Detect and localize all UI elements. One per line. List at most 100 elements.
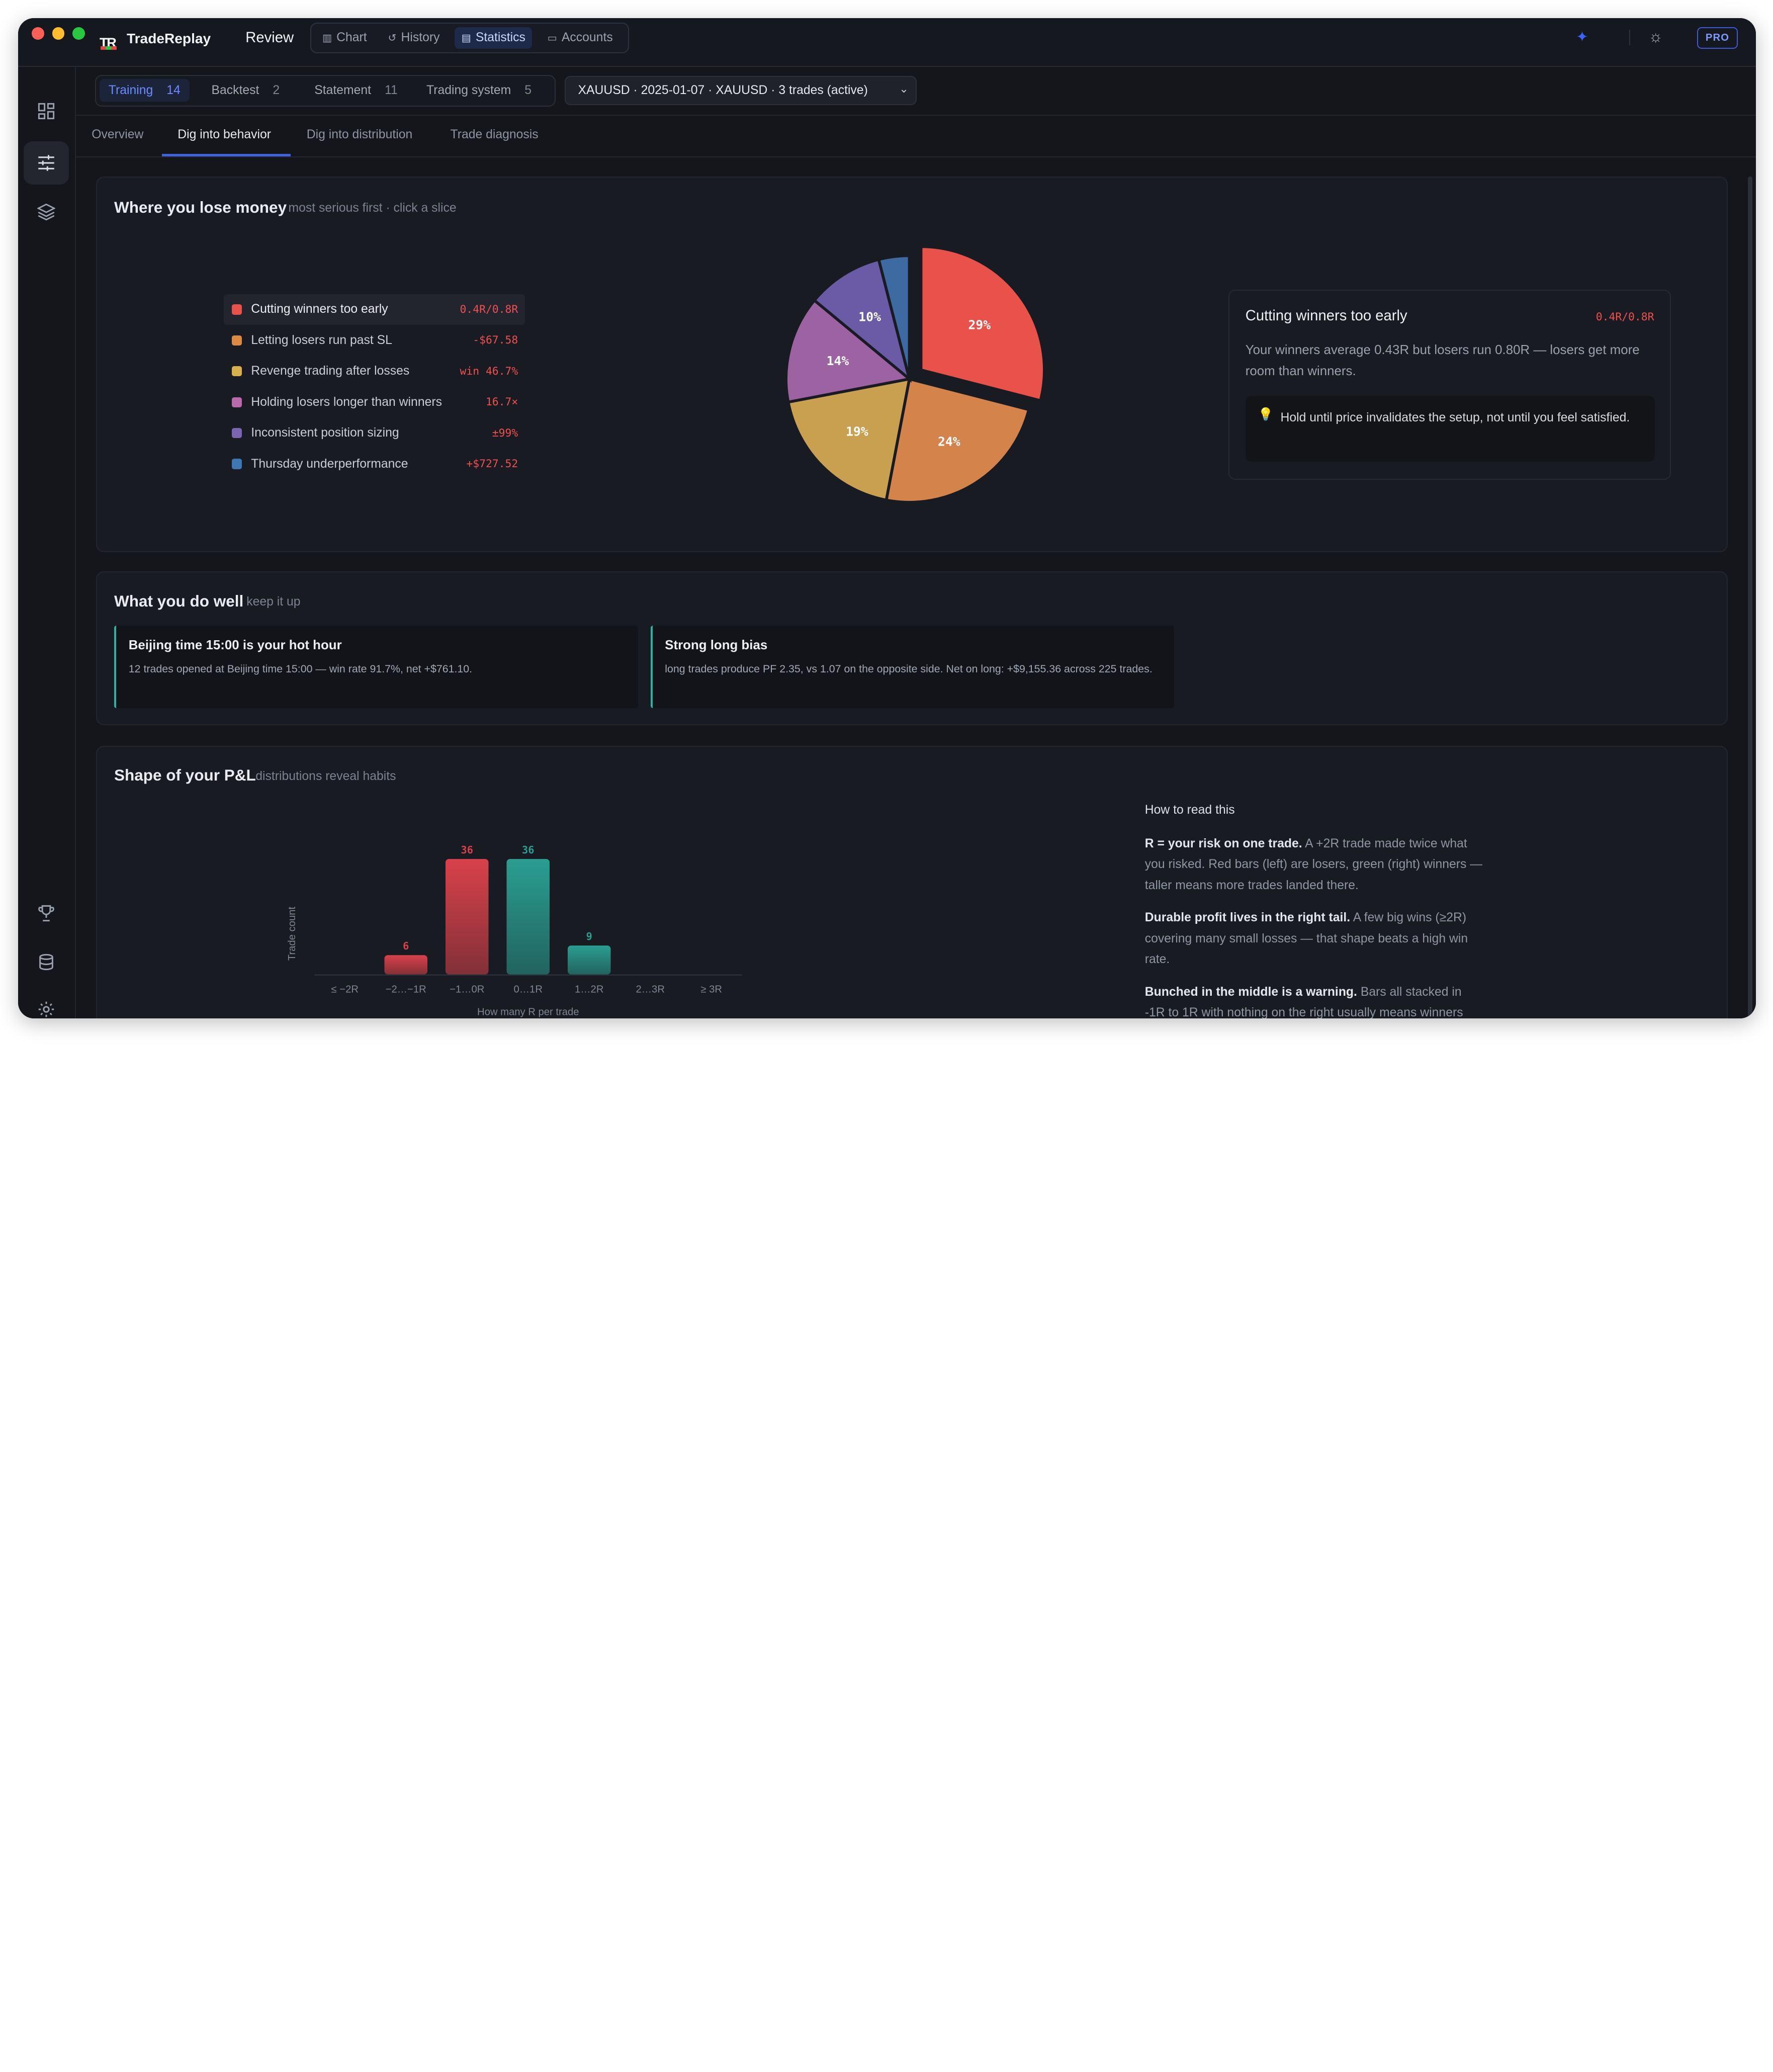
pie-slice[interactable] — [877, 254, 911, 380]
legend-swatch — [232, 428, 242, 439]
strength-card-text: long trades produce PF 2.35, vs 1.07 on … — [665, 662, 1153, 675]
analysis-tabs: Overview Dig into behavior Dig into dist… — [75, 116, 1756, 157]
ai-sparkle-icon[interactable]: ✦ — [1576, 29, 1588, 46]
legend-swatch — [232, 304, 242, 315]
logo-candles — [101, 46, 117, 50]
legend-swatch — [232, 335, 242, 346]
nav-accounts[interactable]: ▭ Accounts — [541, 27, 619, 49]
segment-count: 2 — [273, 83, 280, 97]
legend-swatch — [232, 366, 242, 377]
tab-dig-into-distribution[interactable]: Dig into distribution — [306, 128, 413, 142]
layers-icon[interactable] — [24, 190, 69, 233]
detail-title: Cutting winners too early — [1245, 307, 1407, 324]
paragraph-lead: R = your risk on one trade. — [1144, 836, 1302, 850]
minimize-window-button[interactable] — [52, 27, 65, 40]
segment-statement[interactable]: Statement 11 — [305, 79, 407, 102]
legend-item-thursday[interactable]: Thursday underperformance +$727.52 — [224, 449, 525, 479]
accounts-icon: ▭ — [547, 32, 557, 44]
segment-count: 11 — [385, 83, 398, 97]
lose-money-panel: Where you lose money most serious first … — [96, 177, 1728, 552]
history-icon: ↺ — [388, 32, 397, 44]
pie-slice[interactable] — [920, 245, 1046, 402]
loss-pie-chart[interactable]: 29% 24% 19% 14% 10% — [785, 236, 1061, 512]
r-distribution-chart: ≤ −2R 6 −2…−1R 36 −1…0R 36 0…1R 9 1…2R 2…3R ≥ 3R Ho… — [287, 843, 742, 1017]
panel-title: What you do well — [114, 591, 244, 610]
panel-subtitle: keep it up — [246, 595, 301, 609]
section-title: Review — [245, 29, 294, 46]
sliders-icon[interactable] — [24, 141, 69, 185]
nav-chart[interactable]: ▥ Chart — [316, 27, 374, 49]
panel-subtitle: distributions reveal habits — [255, 769, 396, 783]
active-tab-underline — [161, 154, 291, 156]
legend-label: Revenge trading after losses — [251, 364, 410, 378]
segment-trading-system[interactable]: Trading system 5 — [417, 79, 541, 102]
segment-count: 14 — [166, 83, 181, 97]
legend-label: Letting losers run past SL — [251, 333, 392, 347]
histogram-bar[interactable] — [446, 858, 489, 975]
nav-history[interactable]: ↺ History — [381, 27, 447, 49]
session-select-value: XAUUSD · 2025-01-07 · XAUUSD · 3 trades … — [578, 83, 868, 97]
segment-training[interactable]: Training 14 — [99, 79, 190, 102]
segment-backtest[interactable]: Backtest 2 — [203, 79, 289, 102]
pnl-shape-panel: Shape of your P&L distributions reveal h… — [96, 745, 1728, 1018]
bar-value-label: 6 — [403, 940, 409, 952]
paragraph-body: Bars all stacked in -1R to 1R with nothi… — [1144, 985, 1463, 1019]
x-tick-label: ≤ −2R — [331, 984, 359, 995]
histogram-bar[interactable] — [568, 945, 611, 974]
source-bar: Training 14 Backtest 2 Statement 11 Trad… — [75, 67, 1756, 116]
strength-card-title: Strong long bias — [665, 638, 768, 652]
nav-history-label: History — [401, 31, 440, 45]
trophy-icon[interactable] — [24, 892, 69, 935]
database-icon[interactable] — [24, 940, 69, 984]
legend-item-position-sizing[interactable]: Inconsistent position sizing ±99% — [224, 417, 525, 448]
scrollbar[interactable] — [1748, 177, 1753, 1018]
chart-icon: ▥ — [322, 32, 332, 44]
tab-trade-diagnosis[interactable]: Trade diagnosis — [450, 128, 539, 142]
panel-title: Where you lose money — [114, 198, 287, 216]
detail-description: Your winners average 0.43R but losers ru… — [1245, 342, 1640, 379]
sidebar — [18, 66, 76, 1018]
app-logo: TR — [100, 31, 118, 50]
theme-toggle-icon[interactable]: ☼ — [1648, 27, 1663, 45]
pie-slice[interactable] — [785, 298, 913, 404]
dashboard-icon[interactable] — [24, 90, 69, 133]
legend-value: ±99% — [492, 426, 518, 440]
selected-slice-detail: Cutting winners too early 0.4R/0.8R Your… — [1228, 289, 1671, 480]
legend-item-revenge-trading[interactable]: Revenge trading after losses win 46.7% — [224, 356, 525, 387]
legend-item-cutting-winners[interactable]: Cutting winners too early 0.4R/0.8R — [224, 294, 525, 325]
pro-badge[interactable]: PRO — [1697, 27, 1738, 49]
x-tick-label: 2…3R — [636, 984, 665, 995]
close-window-button[interactable] — [32, 27, 44, 40]
pie-slice-label: 14% — [827, 354, 849, 368]
legend-value: win 46.7% — [460, 365, 518, 378]
pie-slice[interactable] — [786, 377, 912, 502]
y-axis-label: Trade count — [287, 906, 298, 961]
legend-item-holding-losers[interactable]: Holding losers longer than winners 16.7× — [224, 387, 525, 417]
how-to-read: How to read this R = your risk on one tr… — [1145, 803, 1484, 1018]
chevron-down-icon: ⌄ — [899, 82, 909, 95]
how-to-read-paragraph: R = your risk on one trade. A +2R trade … — [1145, 833, 1484, 896]
legend-item-letting-losers-run[interactable]: Letting losers run past SL -$67.58 — [224, 325, 525, 356]
statistics-icon: ▤ — [461, 32, 471, 44]
histogram-bar[interactable] — [506, 858, 550, 975]
top-navigation: ▥ Chart ↺ History ▤ Statistics ▭ Account… — [310, 23, 629, 53]
segment-label: Backtest — [211, 83, 259, 97]
pie-slice[interactable] — [884, 377, 1031, 504]
x-axis-label: How many R per trade — [477, 1006, 579, 1017]
tab-overview[interactable]: Overview — [92, 128, 144, 142]
session-select[interactable]: XAUUSD · 2025-01-07 · XAUUSD · 3 trades … — [564, 75, 917, 106]
histogram-bar[interactable] — [384, 955, 428, 974]
settings-gear-icon[interactable] — [24, 988, 69, 1018]
detail-tip: 💡 Hold until price invalidates the setup… — [1245, 396, 1655, 462]
detail-tip-text: Hold until price invalidates the setup, … — [1280, 410, 1630, 424]
legend-label: Cutting winners too early — [251, 302, 388, 316]
maximize-window-button[interactable] — [72, 27, 85, 40]
pie-slice-label: 10% — [859, 309, 881, 324]
bar-value-label: 36 — [522, 843, 534, 855]
x-tick-label: ≥ 3R — [701, 984, 723, 995]
detail-value: 0.4R/0.8R — [1595, 311, 1654, 324]
nav-statistics[interactable]: ▤ Statistics — [455, 27, 533, 49]
legend-label: Holding losers longer than winners — [251, 395, 442, 409]
loss-legend: Cutting winners too early 0.4R/0.8R Lett… — [224, 294, 525, 480]
tab-dig-into-behavior[interactable]: Dig into behavior — [178, 128, 271, 142]
